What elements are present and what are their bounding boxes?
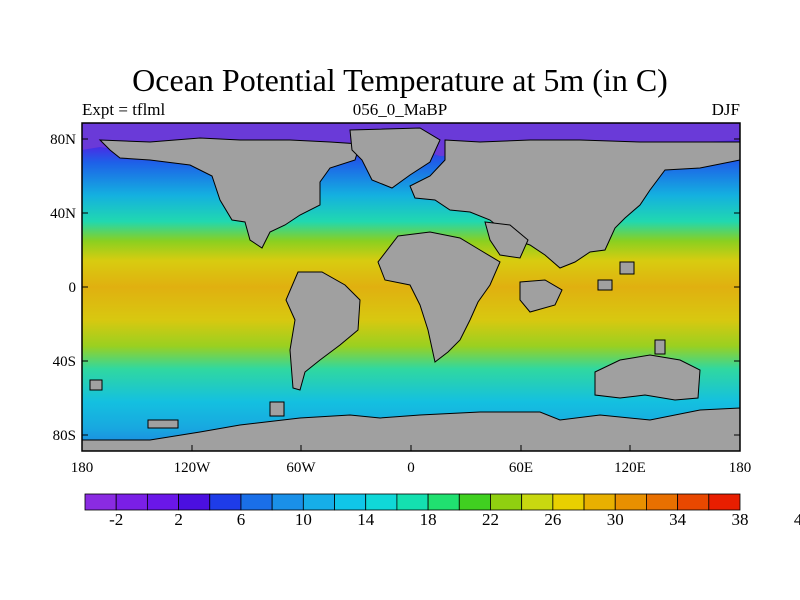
colorbar-label: 2 bbox=[174, 510, 183, 529]
colorbar-swatch bbox=[178, 493, 211, 511]
colorbar-label: 34 bbox=[669, 510, 687, 529]
colorbar-swatch bbox=[708, 493, 741, 511]
arabia-land bbox=[484, 221, 529, 259]
lon-label-180e: 180 bbox=[729, 460, 752, 476]
lat-label-40n: 40N bbox=[50, 206, 76, 222]
maritime-continent-land bbox=[519, 279, 563, 313]
island-land bbox=[269, 401, 285, 417]
colorbar-swatch bbox=[614, 493, 647, 511]
lon-label-0: 0 bbox=[407, 460, 415, 476]
antarctica-land bbox=[82, 407, 740, 451]
colorbar-swatch bbox=[396, 493, 429, 511]
colorbar-swatch bbox=[490, 493, 523, 511]
colorbar-swatch bbox=[521, 493, 554, 511]
lon-label-120e: 120E bbox=[614, 460, 646, 476]
colorbar-label: 18 bbox=[420, 510, 437, 529]
colorbar-swatch bbox=[334, 493, 367, 511]
colorbar-swatch bbox=[677, 493, 710, 511]
north-america-land bbox=[98, 137, 361, 249]
colorbar-swatch bbox=[271, 493, 304, 511]
lon-label-120w: 120W bbox=[174, 460, 212, 476]
chart-title: Ocean Potential Temperature at 5m (in C) bbox=[132, 62, 668, 98]
colorbar bbox=[84, 493, 741, 511]
colorbar-swatch bbox=[146, 493, 179, 511]
lat-label-0: 0 bbox=[69, 280, 77, 296]
colorbar-label: 14 bbox=[357, 510, 375, 529]
colorbar-label: -2 bbox=[109, 510, 123, 529]
colorbar-label: 30 bbox=[607, 510, 624, 529]
colorbar-swatch bbox=[552, 493, 585, 511]
island-land bbox=[89, 379, 103, 391]
colorbar-swatch bbox=[302, 493, 335, 511]
colorbar-swatch bbox=[427, 493, 460, 511]
colorbar-swatch bbox=[365, 493, 398, 511]
colorbar-label: 10 bbox=[295, 510, 312, 529]
colorbar-swatch bbox=[646, 493, 679, 511]
island-land bbox=[597, 279, 613, 291]
island-land bbox=[619, 261, 635, 275]
lat-label-40s: 40S bbox=[53, 354, 76, 370]
lon-label-180w: 180 bbox=[71, 460, 94, 476]
colorbar-label: 22 bbox=[482, 510, 499, 529]
time-label: 056_0_MaBP bbox=[352, 100, 448, 119]
season-label: DJF bbox=[711, 100, 740, 119]
island-land bbox=[147, 419, 179, 429]
lon-label-60w: 60W bbox=[286, 460, 316, 476]
experiment-label: Expt = tflml bbox=[82, 100, 166, 119]
colorbar-swatch bbox=[240, 493, 273, 511]
colorbar-swatch bbox=[583, 493, 616, 511]
africa-land bbox=[377, 231, 501, 363]
lat-label-80s: 80S bbox=[53, 428, 76, 444]
colorbar-swatch bbox=[209, 493, 242, 511]
colorbar-swatch bbox=[115, 493, 148, 511]
colorbar-swatch bbox=[458, 493, 491, 511]
colorbar-label: 42 bbox=[794, 510, 800, 529]
colorbar-swatch bbox=[84, 493, 117, 511]
colorbar-label: 6 bbox=[237, 510, 246, 529]
lat-label-80n: 80N bbox=[50, 132, 76, 148]
eurasia-land bbox=[409, 139, 740, 269]
greenland-land bbox=[349, 127, 441, 189]
australia-land bbox=[594, 354, 701, 401]
south-america-land bbox=[285, 271, 361, 391]
colorbar-label: 26 bbox=[544, 510, 561, 529]
island-land bbox=[654, 339, 666, 355]
colorbar-label: 38 bbox=[732, 510, 749, 529]
lon-label-60e: 60E bbox=[509, 460, 533, 476]
